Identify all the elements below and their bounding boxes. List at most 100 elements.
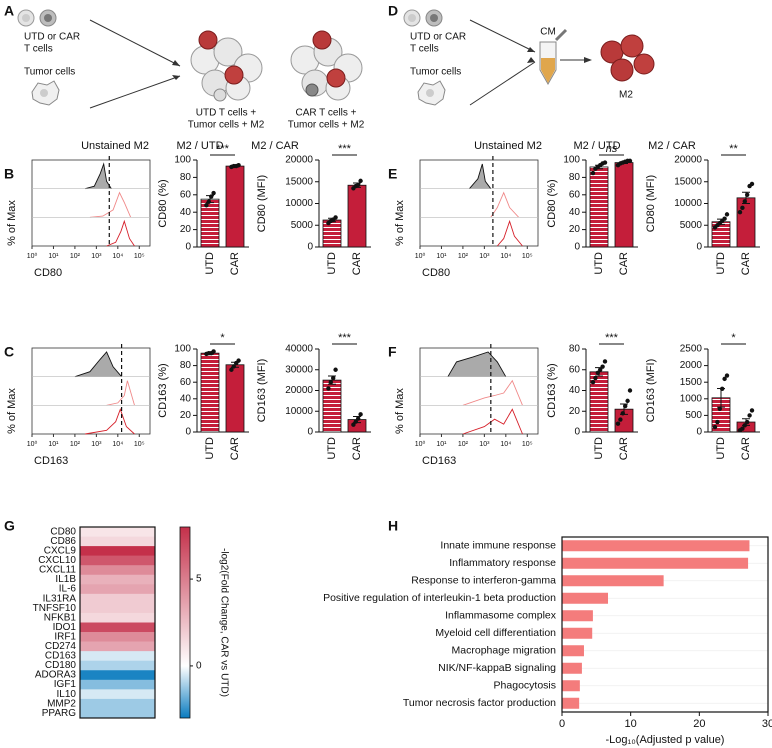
schematic-text: Tumor cells + M2 xyxy=(188,120,265,131)
x-axis-label: CD80 xyxy=(34,267,62,279)
heatmap-cell xyxy=(80,593,155,604)
data-point xyxy=(712,424,718,430)
panel-label: E xyxy=(388,166,397,182)
y-tick-label: 20 xyxy=(180,410,192,421)
y-axis-label: CD163 (MFI) xyxy=(645,359,657,423)
category-label: Positive regulation of interleukin-1 bet… xyxy=(323,592,556,604)
y-tick-label: 1500 xyxy=(680,377,703,388)
x-tick-label: 10⁴ xyxy=(500,253,511,260)
y-axis-label: CD80 (MFI) xyxy=(256,175,268,232)
data-point xyxy=(745,192,750,197)
bar xyxy=(225,165,245,248)
y-tick-label: 20 xyxy=(180,224,192,235)
heatmap-cell xyxy=(80,536,155,547)
category-label: Phagocytosis xyxy=(494,680,556,692)
y-tick-label: 20000 xyxy=(674,155,702,166)
data-point xyxy=(749,408,755,413)
y-axis-label: CD80 (MFI) xyxy=(645,175,657,232)
x-tick-label: 0 xyxy=(559,718,565,730)
significance-label: ** xyxy=(729,143,738,155)
y-tick-label: 60 xyxy=(180,189,192,200)
row-label: ADORA3 xyxy=(35,670,77,681)
panel-label: B xyxy=(4,166,14,182)
x-tick-label: 10⁴ xyxy=(112,253,123,260)
data-point xyxy=(590,380,596,385)
heatmap-cell xyxy=(80,546,155,556)
data-point xyxy=(737,210,743,215)
bar xyxy=(562,697,580,709)
data-point xyxy=(351,422,356,427)
colorbar-label: -log2(Fold Change, CAR vs UTD) xyxy=(218,548,229,697)
y-axis-label: CD163 (%) xyxy=(157,363,169,417)
data-point xyxy=(229,367,234,372)
y-tick-label: 0 xyxy=(307,242,313,253)
y-tick-label: 0 xyxy=(574,242,580,253)
y-tick-label: 10000 xyxy=(674,198,702,209)
density-curve xyxy=(462,408,523,435)
heatmap-cell xyxy=(80,622,155,633)
data-point xyxy=(236,358,241,363)
x-tick-label: 10⁵ xyxy=(134,441,145,448)
data-point xyxy=(627,388,633,393)
category-label: Inflammatory response xyxy=(449,557,556,569)
data-point xyxy=(623,403,628,409)
y-tick-label: 0 xyxy=(185,242,191,253)
significance-label: ns xyxy=(606,143,618,155)
x-tick-label: 10⁰ xyxy=(27,440,38,448)
data-point xyxy=(615,421,621,426)
row-label: CD180 xyxy=(45,660,77,671)
y-tick-label: 1000 xyxy=(680,393,703,404)
x-axis-label: -Log₁₀(Adjusted p value) xyxy=(606,734,725,746)
x-tick-label: 10³ xyxy=(91,253,102,260)
x-tick-label: 10¹ xyxy=(48,441,59,448)
density-curve xyxy=(496,219,523,247)
x-tick-label: 10⁰ xyxy=(27,252,38,260)
y-tick-label: 60 xyxy=(180,377,192,388)
panel-label: C xyxy=(4,344,14,360)
y-tick-label: 20000 xyxy=(285,155,313,166)
y-tick-label: 100 xyxy=(174,344,191,355)
y-tick-label: 40 xyxy=(569,207,581,218)
colorbar-tick-label: 0 xyxy=(196,661,202,672)
bar xyxy=(562,662,582,674)
data-point xyxy=(740,426,745,431)
x-tick-label: 10⁵ xyxy=(522,253,533,260)
data-point xyxy=(356,182,361,187)
data-point xyxy=(724,373,730,378)
panel-label: F xyxy=(388,344,397,360)
bar xyxy=(589,166,609,248)
data-point xyxy=(326,386,331,391)
bar xyxy=(200,352,220,433)
row-label: IL31RA xyxy=(43,593,77,604)
x-tick-label: UTD xyxy=(326,437,338,460)
density-curve xyxy=(85,407,135,435)
y-tick-label: 20 xyxy=(569,406,581,417)
plot-frame xyxy=(419,347,539,435)
x-tick-label: CAR xyxy=(351,252,363,275)
plot-frame xyxy=(561,536,769,713)
x-tick-label: 10² xyxy=(70,441,81,448)
x-tick-label: 20 xyxy=(693,718,705,730)
y-tick-label: 0 xyxy=(696,242,702,253)
x-tick-label: 10¹ xyxy=(436,441,447,448)
density-curve xyxy=(106,380,135,406)
x-tick-label: UTD xyxy=(715,437,727,460)
x-tick-label: 10¹ xyxy=(436,253,447,260)
data-point xyxy=(209,194,214,199)
category-label: Innate immune response xyxy=(440,540,556,552)
y-tick-label: 30000 xyxy=(285,364,313,375)
data-point xyxy=(204,203,209,208)
density-curve xyxy=(74,351,122,378)
bar xyxy=(562,592,609,604)
y-axis-label: % of Max xyxy=(394,388,406,434)
y-axis-label: CD163 (%) xyxy=(546,363,558,417)
heatmap-cell xyxy=(80,660,155,671)
row-label: CXCL10 xyxy=(38,555,76,566)
density-curve xyxy=(106,219,135,247)
y-tick-label: 80 xyxy=(569,172,581,183)
y-tick-label: 20000 xyxy=(285,385,313,396)
x-tick-label: 10⁵ xyxy=(522,441,533,448)
data-point xyxy=(715,419,720,425)
data-point xyxy=(742,199,747,204)
schematic-text: Tumor cells xyxy=(24,67,75,78)
